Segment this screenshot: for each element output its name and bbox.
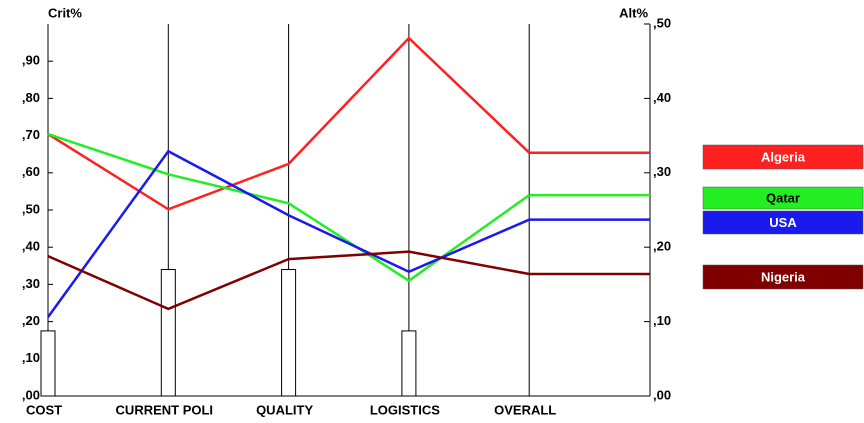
series-line [47, 36, 531, 211]
legend-swatch [702, 210, 864, 235]
y2-tick-label: ,00 [653, 387, 671, 402]
y-tick-label: ,10 [22, 350, 40, 365]
legend-label: Qatar [766, 190, 800, 205]
y2-axis-title: Alt% [619, 5, 648, 20]
y2-tick-label: ,20 [653, 239, 671, 254]
y-tick-label: ,80 [22, 90, 40, 105]
bar [160, 269, 176, 397]
legend-label: USA [769, 215, 797, 230]
bar [401, 330, 417, 397]
y-tick-label: ,00 [22, 387, 40, 402]
y2-tick-label: ,50 [653, 15, 671, 30]
legend-swatch [702, 144, 864, 170]
legend-label: Nigeria [761, 269, 806, 284]
series-line [47, 250, 530, 311]
x-tick-label: QUALITY [256, 402, 313, 417]
y-tick-label: ,50 [22, 201, 40, 216]
legend-swatch [702, 264, 864, 290]
y-axis-title: Crit% [48, 5, 82, 20]
x-tick-label: CURRENT POLI [116, 402, 214, 417]
y-tick-label: ,90 [22, 53, 40, 68]
y-tick-label: ,60 [22, 164, 40, 179]
series-line [47, 132, 530, 283]
series-line [46, 149, 530, 318]
y-tick-label: ,70 [22, 127, 40, 142]
y2-tick-label: ,30 [653, 164, 671, 179]
y2-tick-label: ,40 [653, 90, 671, 105]
bar [281, 269, 297, 397]
y2-tick-label: ,10 [653, 313, 671, 328]
y-tick-label: ,30 [22, 276, 40, 291]
legend-label: Algeria [761, 149, 806, 164]
x-tick-label: OVERALL [494, 402, 556, 417]
bar [40, 330, 56, 397]
legend-swatch [702, 186, 864, 210]
y-tick-label: ,20 [22, 313, 40, 328]
y-tick-label: ,40 [22, 239, 40, 254]
x-tick-label: LOGISTICS [370, 402, 440, 417]
x-tick-label: COST [26, 402, 62, 417]
